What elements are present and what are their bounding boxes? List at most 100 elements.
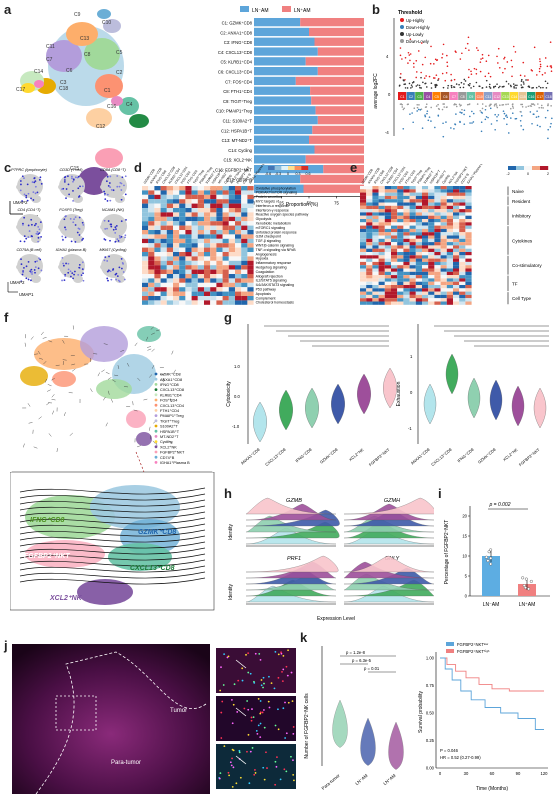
e-cell xyxy=(465,261,472,266)
d-cell xyxy=(148,190,155,195)
d-cell xyxy=(247,194,254,200)
e-cell xyxy=(465,209,472,213)
e-cell xyxy=(372,238,379,243)
d-cell xyxy=(148,230,155,235)
d-cell xyxy=(235,274,242,279)
km-ylabel: Survival probability xyxy=(418,691,424,733)
b-point xyxy=(434,84,436,86)
b-point xyxy=(450,79,453,82)
d-cell xyxy=(173,216,180,222)
f-velocity-arrow xyxy=(40,331,44,336)
e-cell xyxy=(372,232,379,236)
b-point xyxy=(512,45,515,48)
e-cell xyxy=(409,222,416,226)
e-cell xyxy=(446,278,453,282)
e-cell xyxy=(397,209,404,213)
e-cell xyxy=(440,186,447,190)
d-cell xyxy=(216,269,223,274)
svg-text:-1: -1 xyxy=(408,426,412,431)
b-point xyxy=(428,75,431,78)
b-point xyxy=(522,81,525,83)
d-cell xyxy=(154,199,161,204)
f-velocity-arrow xyxy=(47,389,51,392)
km-xtick: 60 xyxy=(490,771,495,776)
d-cell xyxy=(235,186,242,191)
b-point xyxy=(550,70,553,73)
e-cell xyxy=(360,219,367,223)
e-cell xyxy=(415,219,422,223)
i-point xyxy=(527,587,531,591)
e-cell xyxy=(360,228,367,233)
svg-text:C4: C4 xyxy=(126,102,133,108)
svg-text:0: 0 xyxy=(410,390,413,395)
e-cell xyxy=(366,228,373,233)
d-cell xyxy=(191,300,198,305)
e-cell xyxy=(378,275,385,279)
f-legend-item: CXCL13⁺CD8 xyxy=(160,388,184,392)
f-velocity-arrow xyxy=(51,378,55,381)
d-cell xyxy=(204,199,211,204)
b-point xyxy=(489,75,492,78)
b-point xyxy=(481,87,484,89)
e-cell xyxy=(446,271,453,276)
e-cell xyxy=(403,255,410,259)
b-point xyxy=(444,79,447,82)
d-cell xyxy=(142,216,149,222)
d-cell xyxy=(241,291,248,296)
svg-text:p = 0.01: p = 0.01 xyxy=(364,666,380,671)
b-point xyxy=(415,85,418,87)
d-cell xyxy=(185,212,192,217)
e-cell xyxy=(384,186,391,190)
e-cell xyxy=(384,242,391,246)
e-cell xyxy=(415,225,422,229)
b-point xyxy=(434,86,437,89)
bar-a-ln-pos xyxy=(317,67,364,76)
e-cell xyxy=(446,281,453,285)
d-cell xyxy=(154,296,161,301)
d-cell xyxy=(210,190,217,195)
d-cell xyxy=(222,230,229,235)
e-cell xyxy=(384,189,391,193)
e-cell xyxy=(397,288,404,292)
e-cell xyxy=(465,202,472,206)
panel-e-heatmap: -2 0 2 GZMK⁺CD8ANXA1⁺CD8IFNG⁺CD8CXCL13⁺CD8… xyxy=(360,164,549,305)
f-legend-dot xyxy=(154,383,158,386)
b-point xyxy=(430,87,433,89)
e-cell xyxy=(372,235,379,239)
b-point xyxy=(406,87,409,89)
b-point xyxy=(450,73,452,76)
e-cell xyxy=(422,294,429,299)
e-cell xyxy=(440,278,447,282)
e-cell xyxy=(453,275,460,279)
d-cell xyxy=(191,278,198,283)
d-cell xyxy=(197,260,204,266)
e-cell xyxy=(440,301,447,305)
bar-a-ln-pos xyxy=(317,116,364,125)
f-stream-line xyxy=(19,511,206,519)
b-point xyxy=(515,87,517,89)
e-cell xyxy=(422,271,429,276)
e-cell xyxy=(391,195,398,200)
d-cell xyxy=(235,287,242,292)
f-velocity-arrow xyxy=(151,365,155,369)
b-point xyxy=(435,84,438,87)
f-legend-item: CXCL13⁺CD4 xyxy=(160,404,184,408)
d-cell xyxy=(228,252,235,257)
b-cluster-id: C16 xyxy=(528,95,534,99)
d-cell xyxy=(197,243,204,248)
d-cell xyxy=(222,208,229,213)
d-cell xyxy=(222,247,229,252)
d-cell xyxy=(166,190,173,195)
b-point xyxy=(469,82,471,85)
e-cell xyxy=(378,294,385,299)
d-cell xyxy=(222,260,229,266)
b-point xyxy=(481,53,484,56)
e-cell xyxy=(403,195,410,200)
d-cell xyxy=(222,212,229,217)
bar-a-cluster-label: C1: GZMK⁺CD8 xyxy=(222,21,253,26)
b-point xyxy=(420,71,422,74)
e-cell xyxy=(434,242,441,246)
f-velocity-arrow xyxy=(28,422,33,424)
e-cell xyxy=(465,232,472,236)
e-cell xyxy=(372,265,379,269)
